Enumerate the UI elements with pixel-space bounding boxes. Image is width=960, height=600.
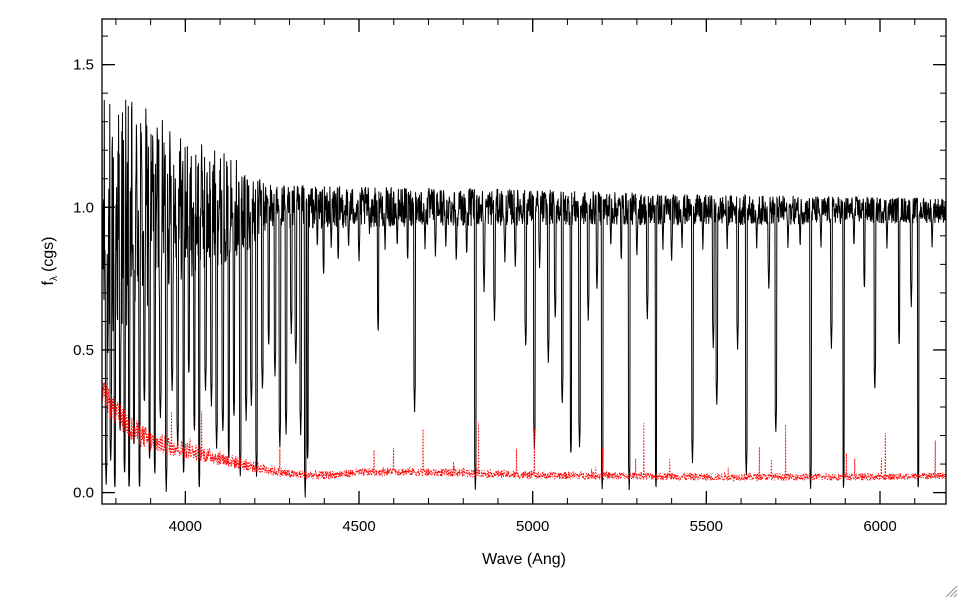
x-axis-label: Wave (Ang) (482, 551, 566, 568)
y-tick-label: 1.0 (73, 199, 94, 216)
x-tick-label: 4000 (169, 518, 202, 535)
y-tick-label: 0.5 (73, 342, 94, 359)
x-tick-label: 6000 (863, 518, 896, 535)
x-tick-label: 5000 (516, 518, 549, 535)
series-layer (102, 99, 946, 498)
y-axis-label-group: fλ (cgs) (40, 236, 60, 285)
labels-layer: 4000 4500 5000 5500 6000 0.0 0.5 1.0 1.5 (73, 57, 897, 535)
svg-text:fλ(cgs): fλ (cgs) (40, 236, 60, 285)
y-tick-label: 1.5 (73, 57, 94, 74)
y-axis-label-subscript: λ (49, 276, 60, 281)
y-axis-label: f (40, 281, 57, 286)
plot-frame (101, 18, 947, 505)
y-tick-label: 0.0 (73, 485, 94, 502)
resize-grip-icon[interactable] (944, 584, 958, 598)
axes-layer (101, 18, 947, 505)
y-axis-label-unit: (cgs) (40, 236, 57, 272)
x-tick-label: 5500 (690, 518, 723, 535)
flux-series-line (102, 99, 946, 498)
error-series-line (102, 379, 946, 483)
x-tick-label: 4500 (342, 518, 375, 535)
